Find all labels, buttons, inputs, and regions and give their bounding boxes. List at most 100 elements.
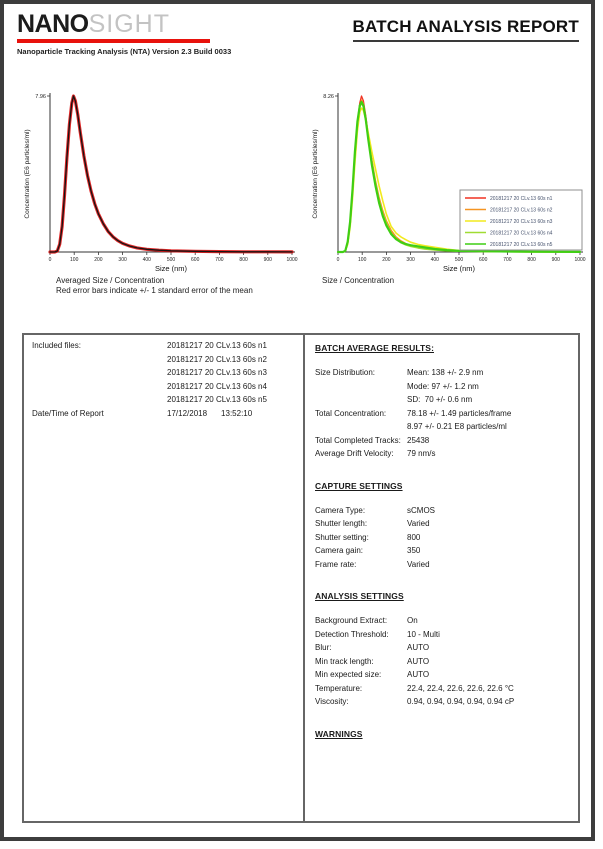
camera-type-label: Camera Type:: [315, 505, 366, 515]
warnings-heading: WARNINGS: [315, 728, 363, 739]
svg-text:20181217 20 CLv.13 60s n4: 20181217 20 CLv.13 60s n4: [490, 231, 553, 237]
drift-velocity-row: Average Drift Velocity: 79 nm/s: [315, 447, 572, 461]
file-item: 20181217 20 CLv.13 60s n5: [167, 395, 267, 404]
shutter-length-label: Shutter length:: [315, 519, 368, 528]
shutter-setting-label: Shutter setting:: [315, 532, 369, 542]
svg-text:1000: 1000: [286, 257, 297, 263]
temperature-value: 22.4, 22.4, 22.6, 22.6, 22.6 °C: [407, 683, 514, 693]
total-concentration-row: Total Concentration: 78.18 +/- 1.49 part…: [315, 407, 572, 434]
min-expected-size-row: Min expected size: AUTO: [315, 668, 572, 682]
analysis-settings-section: ANALYSIS SETTINGS Background Extract: On…: [315, 591, 572, 709]
camera-gain-label: Camera gain:: [315, 546, 364, 555]
report-datetime-row: Date/Time of Report 17/12/2018 13:52:10: [32, 407, 297, 421]
size-distribution-values: Mean: 138 +/- 2.9 nm Mode: 97 +/- 1.2 nm…: [407, 366, 483, 407]
batch-average-results-heading: BATCH AVERAGE RESULTS:: [315, 343, 434, 353]
svg-text:900: 900: [264, 257, 273, 263]
svg-text:Size (nm): Size (nm): [155, 264, 188, 273]
software-version-text: Nanoparticle Tracking Analysis (NTA) Ver…: [17, 47, 232, 56]
runs-chart-caption: Size / Concentration: [322, 276, 591, 286]
runs-chart-canvas: 8.26 Concentration (E6 particles/ml) 0 100 2…: [312, 93, 586, 273]
nanosight-logo: NANOSIGHT Nanoparticle Tracking Analysis…: [17, 10, 231, 56]
completed-tracks-row: Total Completed Tracks: 25438: [315, 434, 572, 448]
svg-text:700: 700: [215, 257, 224, 263]
file-item: 20181217 20 CLv.13 60s n3: [167, 368, 267, 377]
background-extract-row: Background Extract: On: [315, 614, 572, 628]
total-concentration-values: 78.18 +/- 1.49 particles/frame 8.97 +/- …: [407, 407, 511, 434]
logo-brand-light: SIGHT: [88, 10, 171, 38]
svg-text:100: 100: [358, 257, 367, 263]
report-details-box: Included files: 20181217 20 CLv.13 60s n…: [22, 333, 580, 823]
size-distribution-row: Size Distribution: Mean: 138 +/- 2.9 nm …: [315, 366, 572, 407]
svg-text:800: 800: [527, 257, 536, 263]
report-time: 13:52:10: [221, 408, 253, 418]
report-datetime-value: 17/12/2018 13:52:10: [167, 407, 266, 421]
included-files-list: 20181217 20 CLv.13 60s n1 20181217 20 CL…: [167, 339, 267, 407]
svg-text:300: 300: [118, 257, 127, 263]
shutter-length-value: Varied: [407, 519, 430, 528]
svg-text:0: 0: [337, 257, 340, 263]
averaged-chart-note: Red error bars indicate +/- 1 standard e…: [56, 285, 253, 295]
svg-text:200: 200: [94, 257, 103, 263]
camera-type-value: sCMOS: [407, 505, 435, 515]
svg-text:800: 800: [239, 257, 248, 263]
mean-value: Mean: 138 +/- 2.9 nm: [407, 368, 484, 377]
warnings-section: WARNINGS: [315, 729, 572, 739]
min-expected-size-value: AUTO: [407, 670, 430, 679]
svg-text:700: 700: [503, 257, 512, 263]
frame-rate-value: Varied: [407, 559, 430, 569]
averaged-chart-canvas: 7.96 Concentration (E6 particles/ml) 0 100 2…: [24, 93, 298, 273]
frame-rate-row: Frame rate: Varied: [315, 558, 572, 572]
temperature-label: Temperature:: [315, 683, 363, 693]
min-track-length-label: Min track length:: [315, 656, 374, 666]
included-files-panel: Included files: 20181217 20 CLv.13 60s n…: [24, 335, 305, 821]
min-track-length-value: AUTO: [407, 656, 430, 666]
svg-text:20181217 20 CLv.13 60s n3: 20181217 20 CLv.13 60s n3: [490, 219, 553, 225]
logo-brand-bold: NANO: [17, 10, 89, 38]
report-date: 17/12/2018: [167, 408, 208, 418]
frame-rate-label: Frame rate:: [315, 559, 357, 569]
sd-value: SD: 70 +/- 0.6 nm: [407, 395, 473, 404]
averaged-chart-title: Averaged Size / Concentration: [56, 276, 165, 285]
report-datetime-label: Date/Time of Report: [32, 408, 104, 418]
svg-text:Concentration (E6 particles/ml: Concentration (E6 particles/ml): [312, 129, 319, 218]
runs-chart-title: Size / Concentration: [322, 276, 395, 285]
svg-text:200: 200: [382, 257, 391, 263]
svg-text:20181217 20 CLv.13 60s n1: 20181217 20 CLv.13 60s n1: [490, 196, 553, 202]
analysis-settings-heading: ANALYSIS SETTINGS: [315, 591, 404, 601]
svg-text:400: 400: [431, 257, 440, 263]
shutter-setting-row: Shutter setting: 800: [315, 531, 572, 545]
page-title: BATCH ANALYSIS REPORT: [352, 17, 579, 42]
camera-type-row: Camera Type: sCMOS: [315, 504, 572, 518]
viscosity-value: 0.94, 0.94, 0.94, 0.94, 0.94 cP: [407, 697, 515, 706]
report-page: NANOSIGHT Nanoparticle Tracking Analysis…: [0, 0, 595, 841]
temperature-row: Temperature: 22.4, 22.4, 22.6, 22.6, 22.…: [315, 682, 572, 696]
svg-text:7.96: 7.96: [35, 94, 46, 100]
results-panel: BATCH AVERAGE RESULTS: Size Distribution…: [305, 335, 578, 821]
file-item: 20181217 20 CLv.13 60s n2: [167, 354, 267, 364]
svg-text:Size (nm): Size (nm): [443, 264, 476, 273]
svg-text:600: 600: [479, 257, 488, 263]
svg-text:900: 900: [552, 257, 561, 263]
averaged-chart-caption: Averaged Size / Concentration Red error …: [56, 276, 312, 295]
svg-text:20181217 20 CLv.13 60s n2: 20181217 20 CLv.13 60s n2: [490, 208, 553, 214]
file-item: 20181217 20 CLv.13 60s n1: [167, 341, 267, 350]
camera-gain-row: Camera gain: 350: [315, 544, 572, 558]
concentration-per-ml: 8.97 +/- 0.21 E8 particles/ml: [407, 422, 507, 431]
size-distribution-label: Size Distribution:: [315, 368, 376, 377]
blur-label: Blur:: [315, 643, 332, 652]
viscosity-row: Viscosity: 0.94, 0.94, 0.94, 0.94, 0.94 …: [315, 695, 572, 709]
background-extract-value: On: [407, 616, 418, 625]
included-files-label: Included files:: [32, 341, 81, 350]
averaged-size-concentration-chart: 7.96 Concentration (E6 particles/ml) 0 100 2…: [20, 84, 312, 295]
concentration-per-frame: 78.18 +/- 1.49 particles/frame: [407, 408, 512, 418]
viscosity-label: Viscosity:: [315, 697, 349, 706]
shutter-setting-value: 800: [407, 532, 421, 542]
capture-settings-heading: CAPTURE SETTINGS: [315, 480, 403, 491]
mode-value: Mode: 97 +/- 1.2 nm: [407, 381, 479, 391]
svg-text:300: 300: [406, 257, 415, 263]
svg-text:0: 0: [49, 257, 52, 263]
drift-velocity-value: 79 nm/s: [407, 449, 436, 458]
completed-tracks-value: 25438: [407, 435, 430, 445]
svg-text:8.26: 8.26: [323, 94, 334, 100]
batch-average-results-section: BATCH AVERAGE RESULTS: Size Distribution…: [315, 343, 572, 461]
